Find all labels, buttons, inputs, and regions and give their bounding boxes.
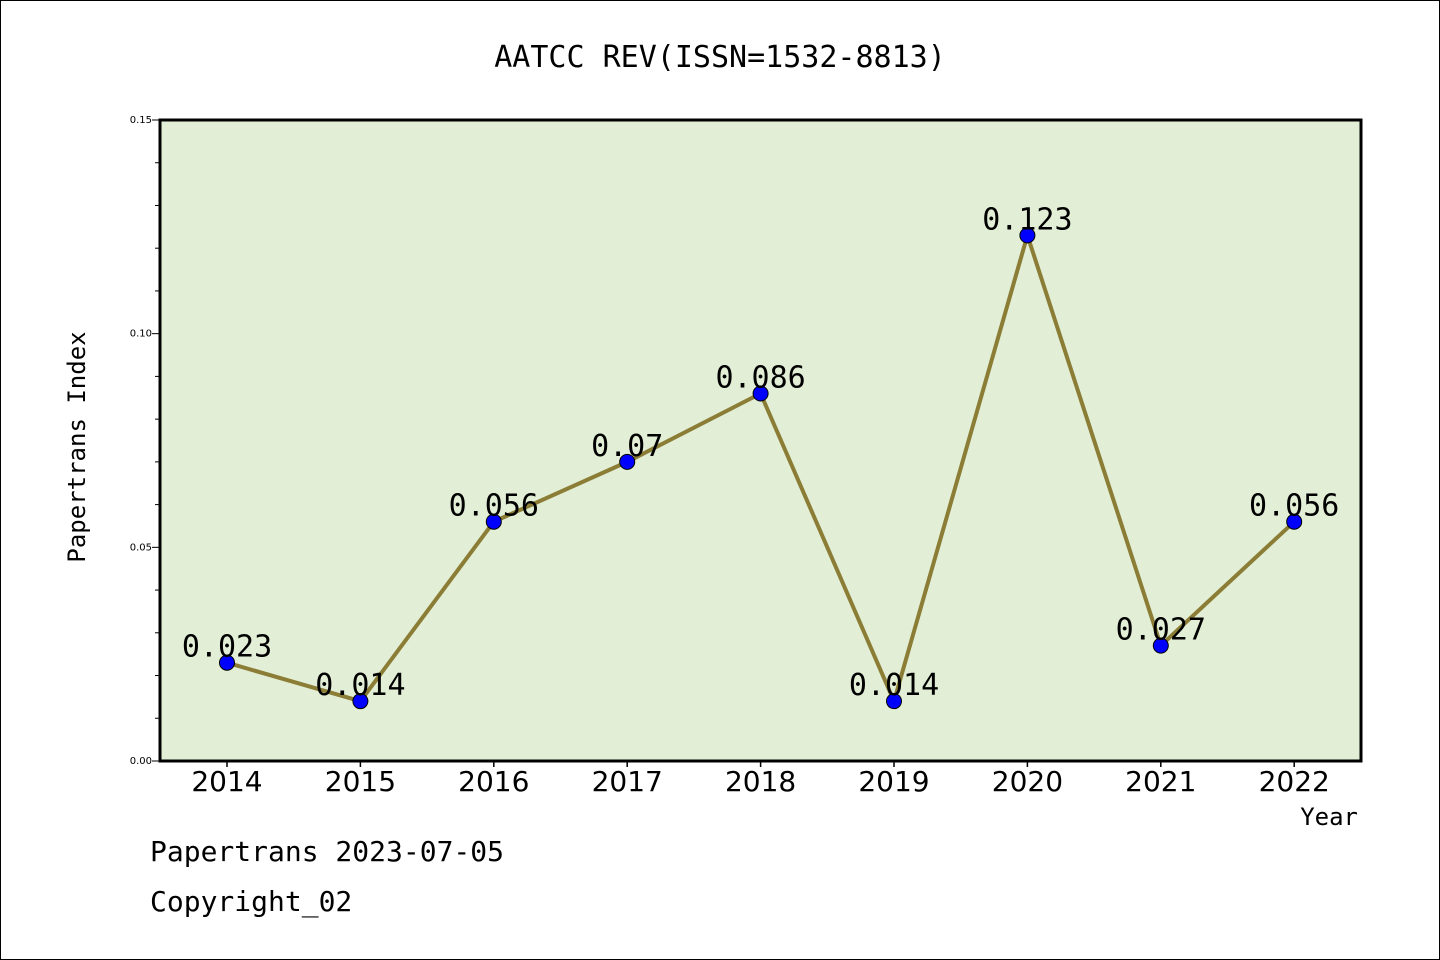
data-label: 0.014: [849, 668, 939, 703]
plot-area: [158, 118, 1363, 763]
x-tick-label: 2020: [992, 765, 1063, 798]
data-label: 0.07: [591, 429, 663, 464]
y-axis-ticks: 0.00 0.05 0.10 0.15: [130, 115, 160, 767]
y-tick-label: 0.05: [130, 542, 152, 553]
x-tick-label: 2022: [1259, 765, 1330, 798]
data-point: [752, 385, 769, 402]
data-label: 0.023: [182, 630, 272, 665]
x-tick-label: 2018: [725, 765, 796, 798]
x-tick-label: 2015: [325, 765, 396, 798]
footer-copyright-line: Copyright_02: [150, 885, 353, 918]
x-tick-label: 2019: [858, 765, 929, 798]
data-point: [1152, 637, 1169, 654]
x-tick-label: 2017: [592, 765, 663, 798]
data-label: 0.086: [715, 360, 805, 395]
x-tick-label: 2014: [191, 765, 262, 798]
y-tick-label: 0.15: [130, 115, 152, 126]
data-point: [1286, 513, 1303, 530]
data-label: 0.027: [1116, 613, 1206, 648]
y-axis-label: Papertrans Index: [63, 331, 91, 562]
x-axis-ticks: 2014 2015 2016 2017 2018 2019 2020 2021 2022: [191, 761, 1330, 798]
data-label: 0.056: [449, 489, 539, 524]
y-tick-label: 0.00: [130, 756, 152, 767]
data-label: 0.056: [1249, 489, 1339, 524]
x-axis-label: Year: [1300, 803, 1358, 831]
footer-date-line: Papertrans 2023-07-05: [150, 835, 505, 868]
data-point: [352, 693, 369, 710]
data-point: [886, 693, 902, 710]
data-point: [619, 453, 636, 470]
data-label: 0.014: [315, 668, 405, 703]
data-point: [1019, 227, 1036, 244]
y-tick-label: 0.10: [130, 329, 152, 340]
x-tick-label: 2016: [458, 765, 529, 798]
series-group: 0.023 0.014 0.056 0.07 0.086 0.014 0.123 0.027 0…: [182, 202, 1339, 710]
data-label: 0.123: [982, 202, 1072, 237]
data-point: [219, 654, 235, 671]
x-tick-label: 2021: [1125, 765, 1196, 798]
data-point: [485, 513, 502, 530]
chart-title: AATCC REV(ISSN=1532-8813): [494, 40, 946, 75]
